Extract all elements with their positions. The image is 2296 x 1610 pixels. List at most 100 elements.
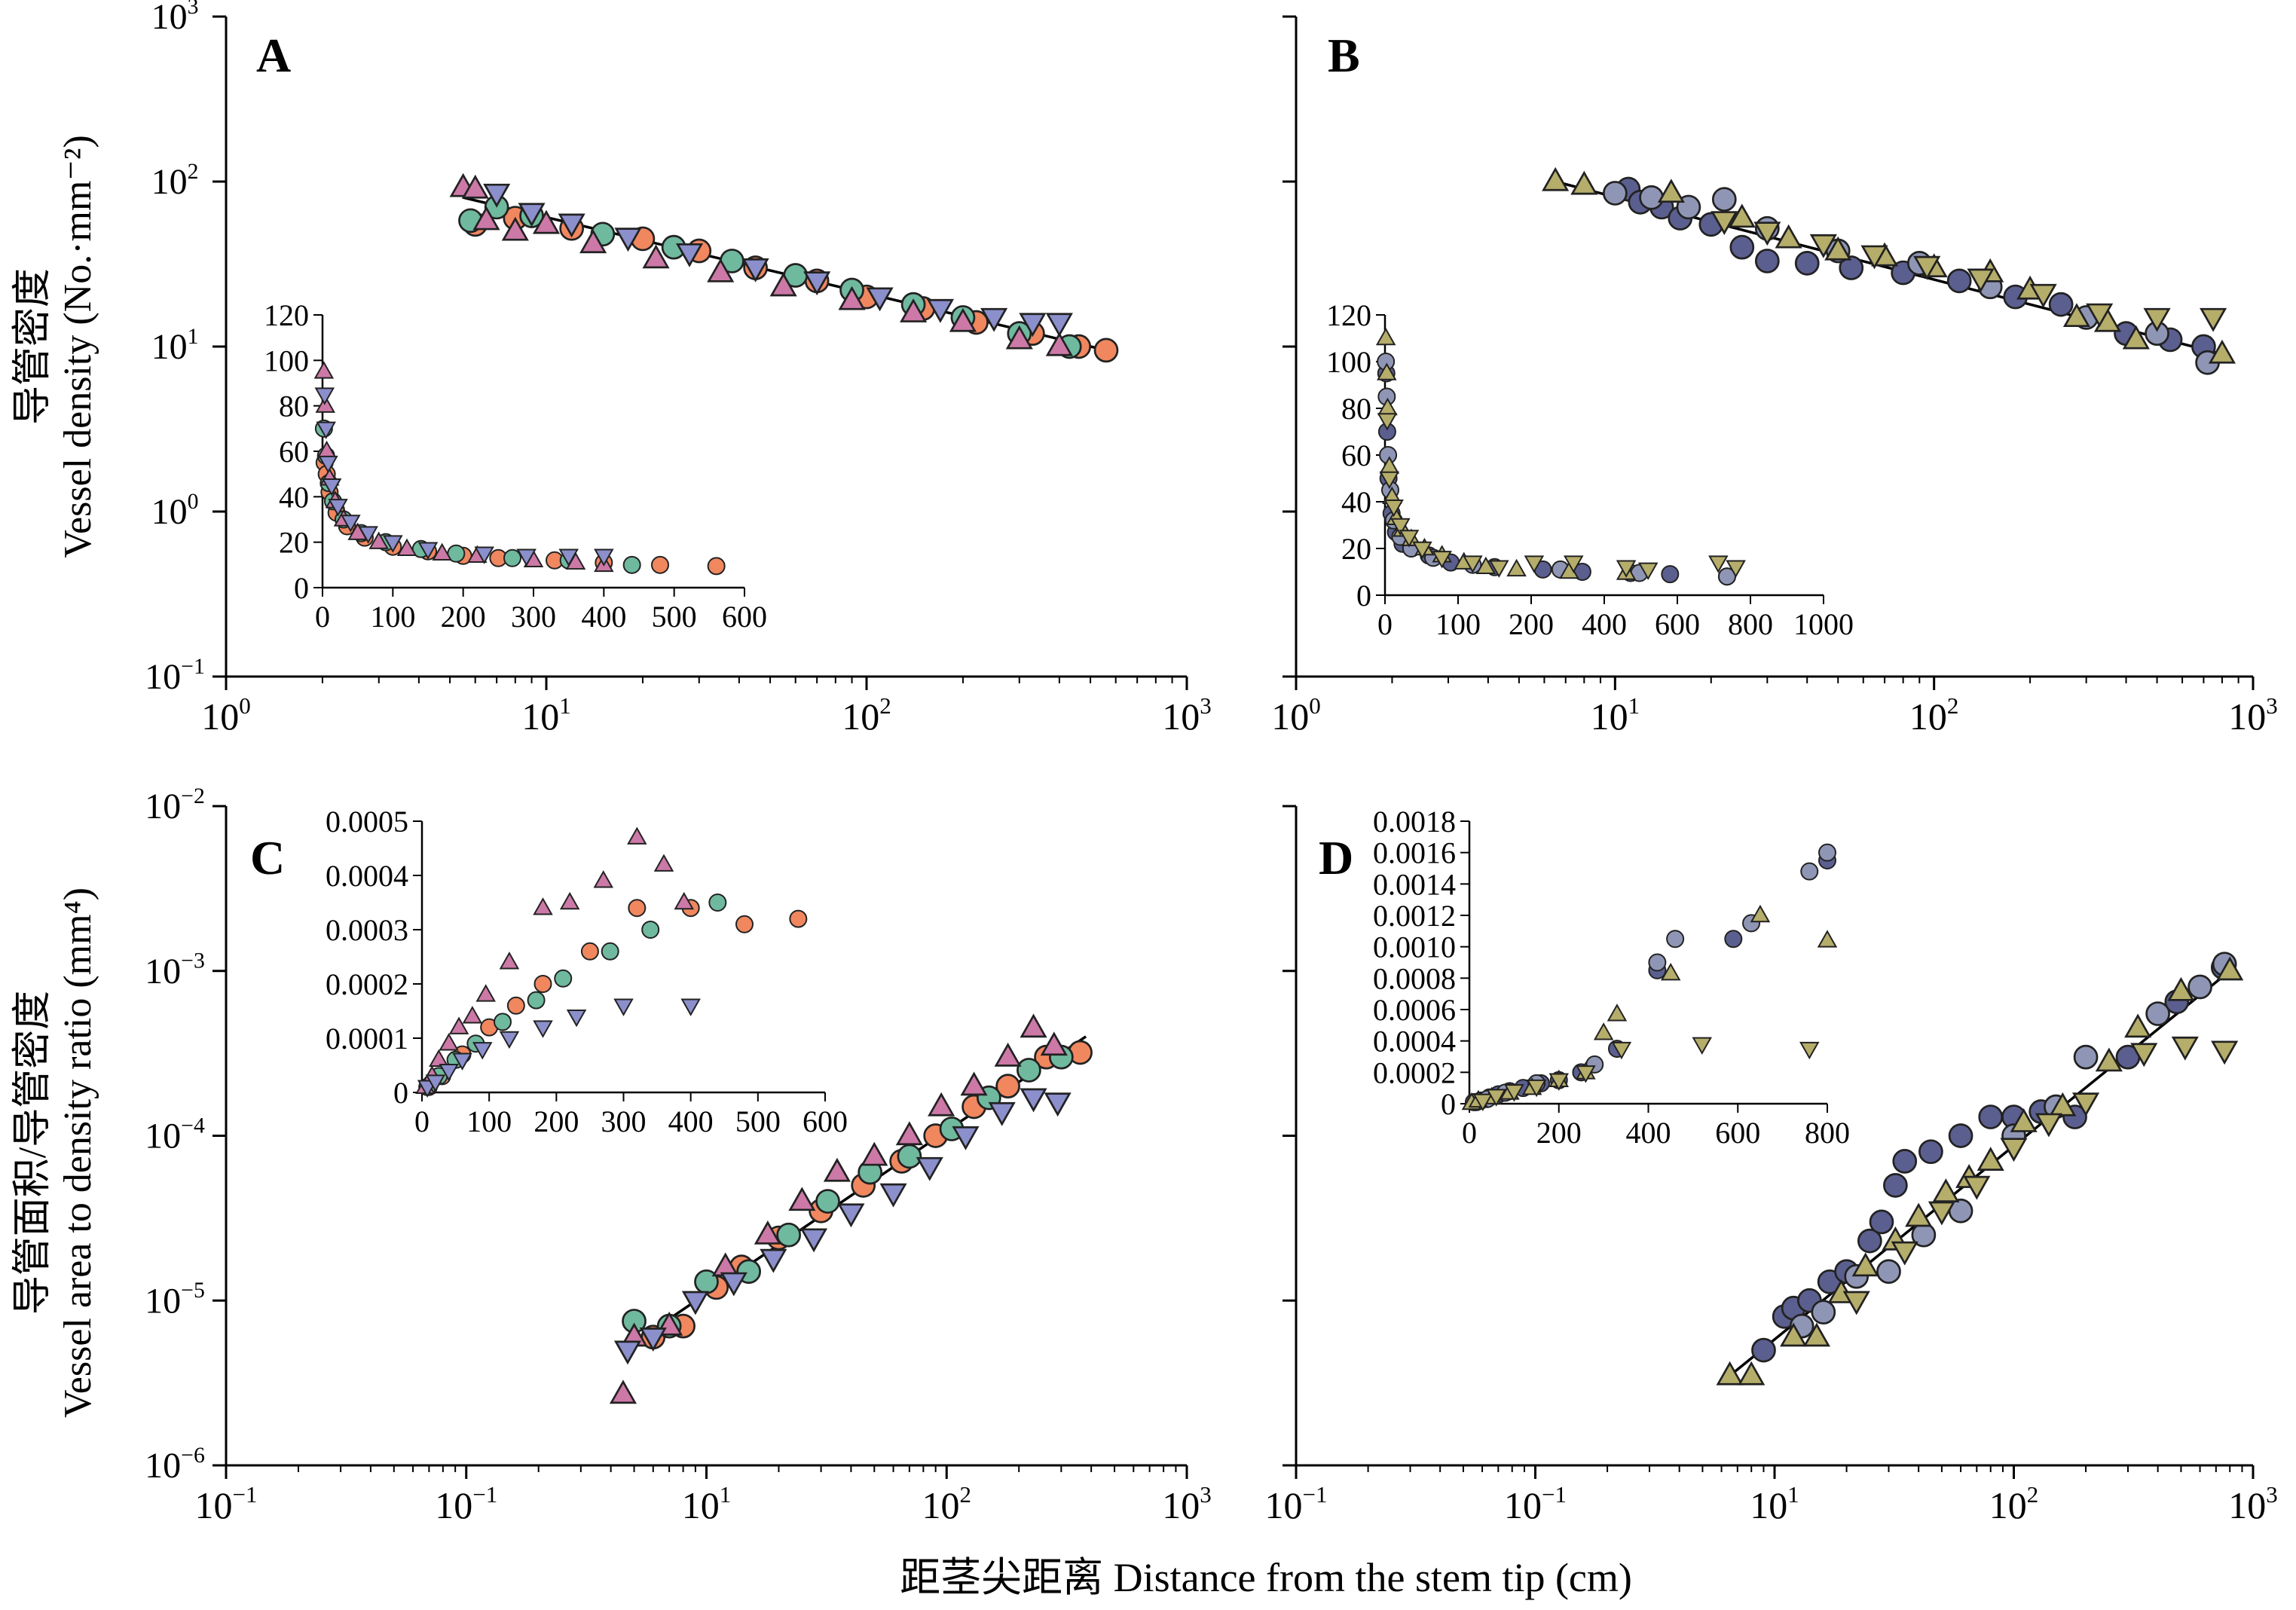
series-1 xyxy=(458,194,1082,359)
data-point xyxy=(472,206,500,231)
inset-data-point xyxy=(472,1042,493,1060)
data-point xyxy=(879,1183,907,1208)
x-tick-label: 102 xyxy=(842,692,891,738)
inset-data-point xyxy=(1637,562,1659,581)
data-point xyxy=(1040,1031,1068,1056)
inset-data-point xyxy=(1377,413,1398,431)
data-point xyxy=(1716,1361,1744,1385)
data-point xyxy=(461,174,489,199)
x-tick-label: 103 xyxy=(2228,1481,2278,1526)
data-point xyxy=(2010,1107,2038,1132)
inset-data-point xyxy=(1817,930,1838,948)
data-point xyxy=(2145,1001,2171,1026)
inset-x-tick-label: 100 xyxy=(1435,607,1481,641)
data-point xyxy=(995,1074,1020,1098)
y-tick-label: 101 xyxy=(151,324,199,367)
inset-data-point xyxy=(1799,1041,1820,1060)
inset-data-point xyxy=(1750,904,1771,923)
inset-y-tick-label: 0.0004 xyxy=(1373,1025,1456,1059)
data-point xyxy=(916,1156,943,1181)
inset-data-point xyxy=(789,909,808,928)
data-point xyxy=(681,1291,709,1315)
inset-data-point xyxy=(1379,471,1400,490)
inset-data-point xyxy=(593,870,614,888)
data-point xyxy=(1932,1178,1960,1202)
inset-data-point xyxy=(1726,560,1746,578)
data-point xyxy=(861,1141,888,1166)
data-point xyxy=(642,244,670,269)
inset-data-point xyxy=(533,897,553,915)
inset-series-3 xyxy=(314,387,614,567)
inset-data-point xyxy=(566,1009,587,1028)
inset-data-point xyxy=(1463,555,1483,573)
x-tick-label: 101 xyxy=(521,692,571,738)
inset-x-tick-label: 500 xyxy=(652,600,697,634)
data-point xyxy=(1017,1058,1041,1083)
data-point xyxy=(900,298,928,322)
main-axes: 100 101 102 103 xyxy=(1271,15,2278,738)
inset-data-point xyxy=(533,1020,553,1038)
inset: 0 100 200 300 400 500 600 0 0.0001 0.0002 0.0003 0.… xyxy=(326,805,848,1138)
inset-data-point xyxy=(474,546,494,564)
inset-data-point xyxy=(1708,555,1729,573)
inset-data-point xyxy=(315,395,335,413)
inset-data-point xyxy=(448,1016,469,1034)
inset-x-tick-label: 400 xyxy=(1626,1116,1671,1150)
data-point xyxy=(2200,307,2227,332)
y-tick-label: 10−6 xyxy=(145,1443,205,1486)
series-3 xyxy=(1711,211,2227,332)
inset-data-point xyxy=(503,548,521,567)
data-point xyxy=(1869,1209,1894,1235)
data-point xyxy=(1728,203,1756,228)
inset-x-tick-label: 200 xyxy=(1536,1116,1582,1150)
inset-y-tick-label: 100 xyxy=(264,344,309,377)
data-point xyxy=(609,1379,637,1404)
inset-data-point xyxy=(368,531,389,549)
panel-letter: B xyxy=(1328,29,1360,82)
inset-data-point xyxy=(559,891,580,910)
inset-series-2 xyxy=(1461,904,1838,1111)
series-2 xyxy=(609,1013,1068,1404)
panel-letter: A xyxy=(256,29,291,82)
data-point xyxy=(1946,268,1972,294)
data-point xyxy=(1711,187,1737,212)
inset-x-tick-label: 400 xyxy=(581,600,626,634)
inset-data-point xyxy=(651,555,669,574)
data-point xyxy=(532,209,561,234)
inset-data-point xyxy=(494,1013,512,1031)
inset-data-point xyxy=(439,1033,459,1051)
data-point xyxy=(1542,166,1570,191)
inset-y-tick-label: 0.0018 xyxy=(1373,805,1456,839)
inset-y-tick-label: 0 xyxy=(294,571,309,605)
data-point xyxy=(895,1121,923,1146)
inset-data-point xyxy=(316,421,336,439)
inset-data-point xyxy=(1432,551,1452,569)
data-point xyxy=(1602,181,1628,206)
data-point xyxy=(928,1092,955,1117)
series-0 xyxy=(640,1040,1093,1350)
inset-y-tick-label: 0 xyxy=(393,1076,408,1110)
inset-x-tick-label: 1000 xyxy=(1793,607,1854,641)
data-point xyxy=(1751,1337,1776,1363)
inset-series-0 xyxy=(1464,851,1836,1111)
data-point xyxy=(2049,1092,2077,1117)
data-point xyxy=(866,287,894,312)
inset-x-tick-label: 100 xyxy=(370,600,415,634)
inset-data-point xyxy=(613,998,634,1016)
y-tick-label: 10−2 xyxy=(145,784,205,826)
data-point xyxy=(803,271,831,296)
y-tick-label: 100 xyxy=(151,489,199,532)
inset-x-tick-label: 200 xyxy=(533,1104,579,1138)
inset-data-point xyxy=(527,991,546,1010)
data-point xyxy=(2130,1043,2158,1068)
inset-data-point xyxy=(417,542,439,560)
inset-x-tick-label: 300 xyxy=(601,1104,647,1138)
data-point xyxy=(1711,211,1738,236)
data-point xyxy=(1093,338,1119,363)
data-point xyxy=(2073,1044,2099,1070)
y-tick-label: 103 xyxy=(151,0,199,37)
inset: 0 100 200 300 400 500 600 0 20 40 60 80 100 120 xyxy=(264,298,767,634)
